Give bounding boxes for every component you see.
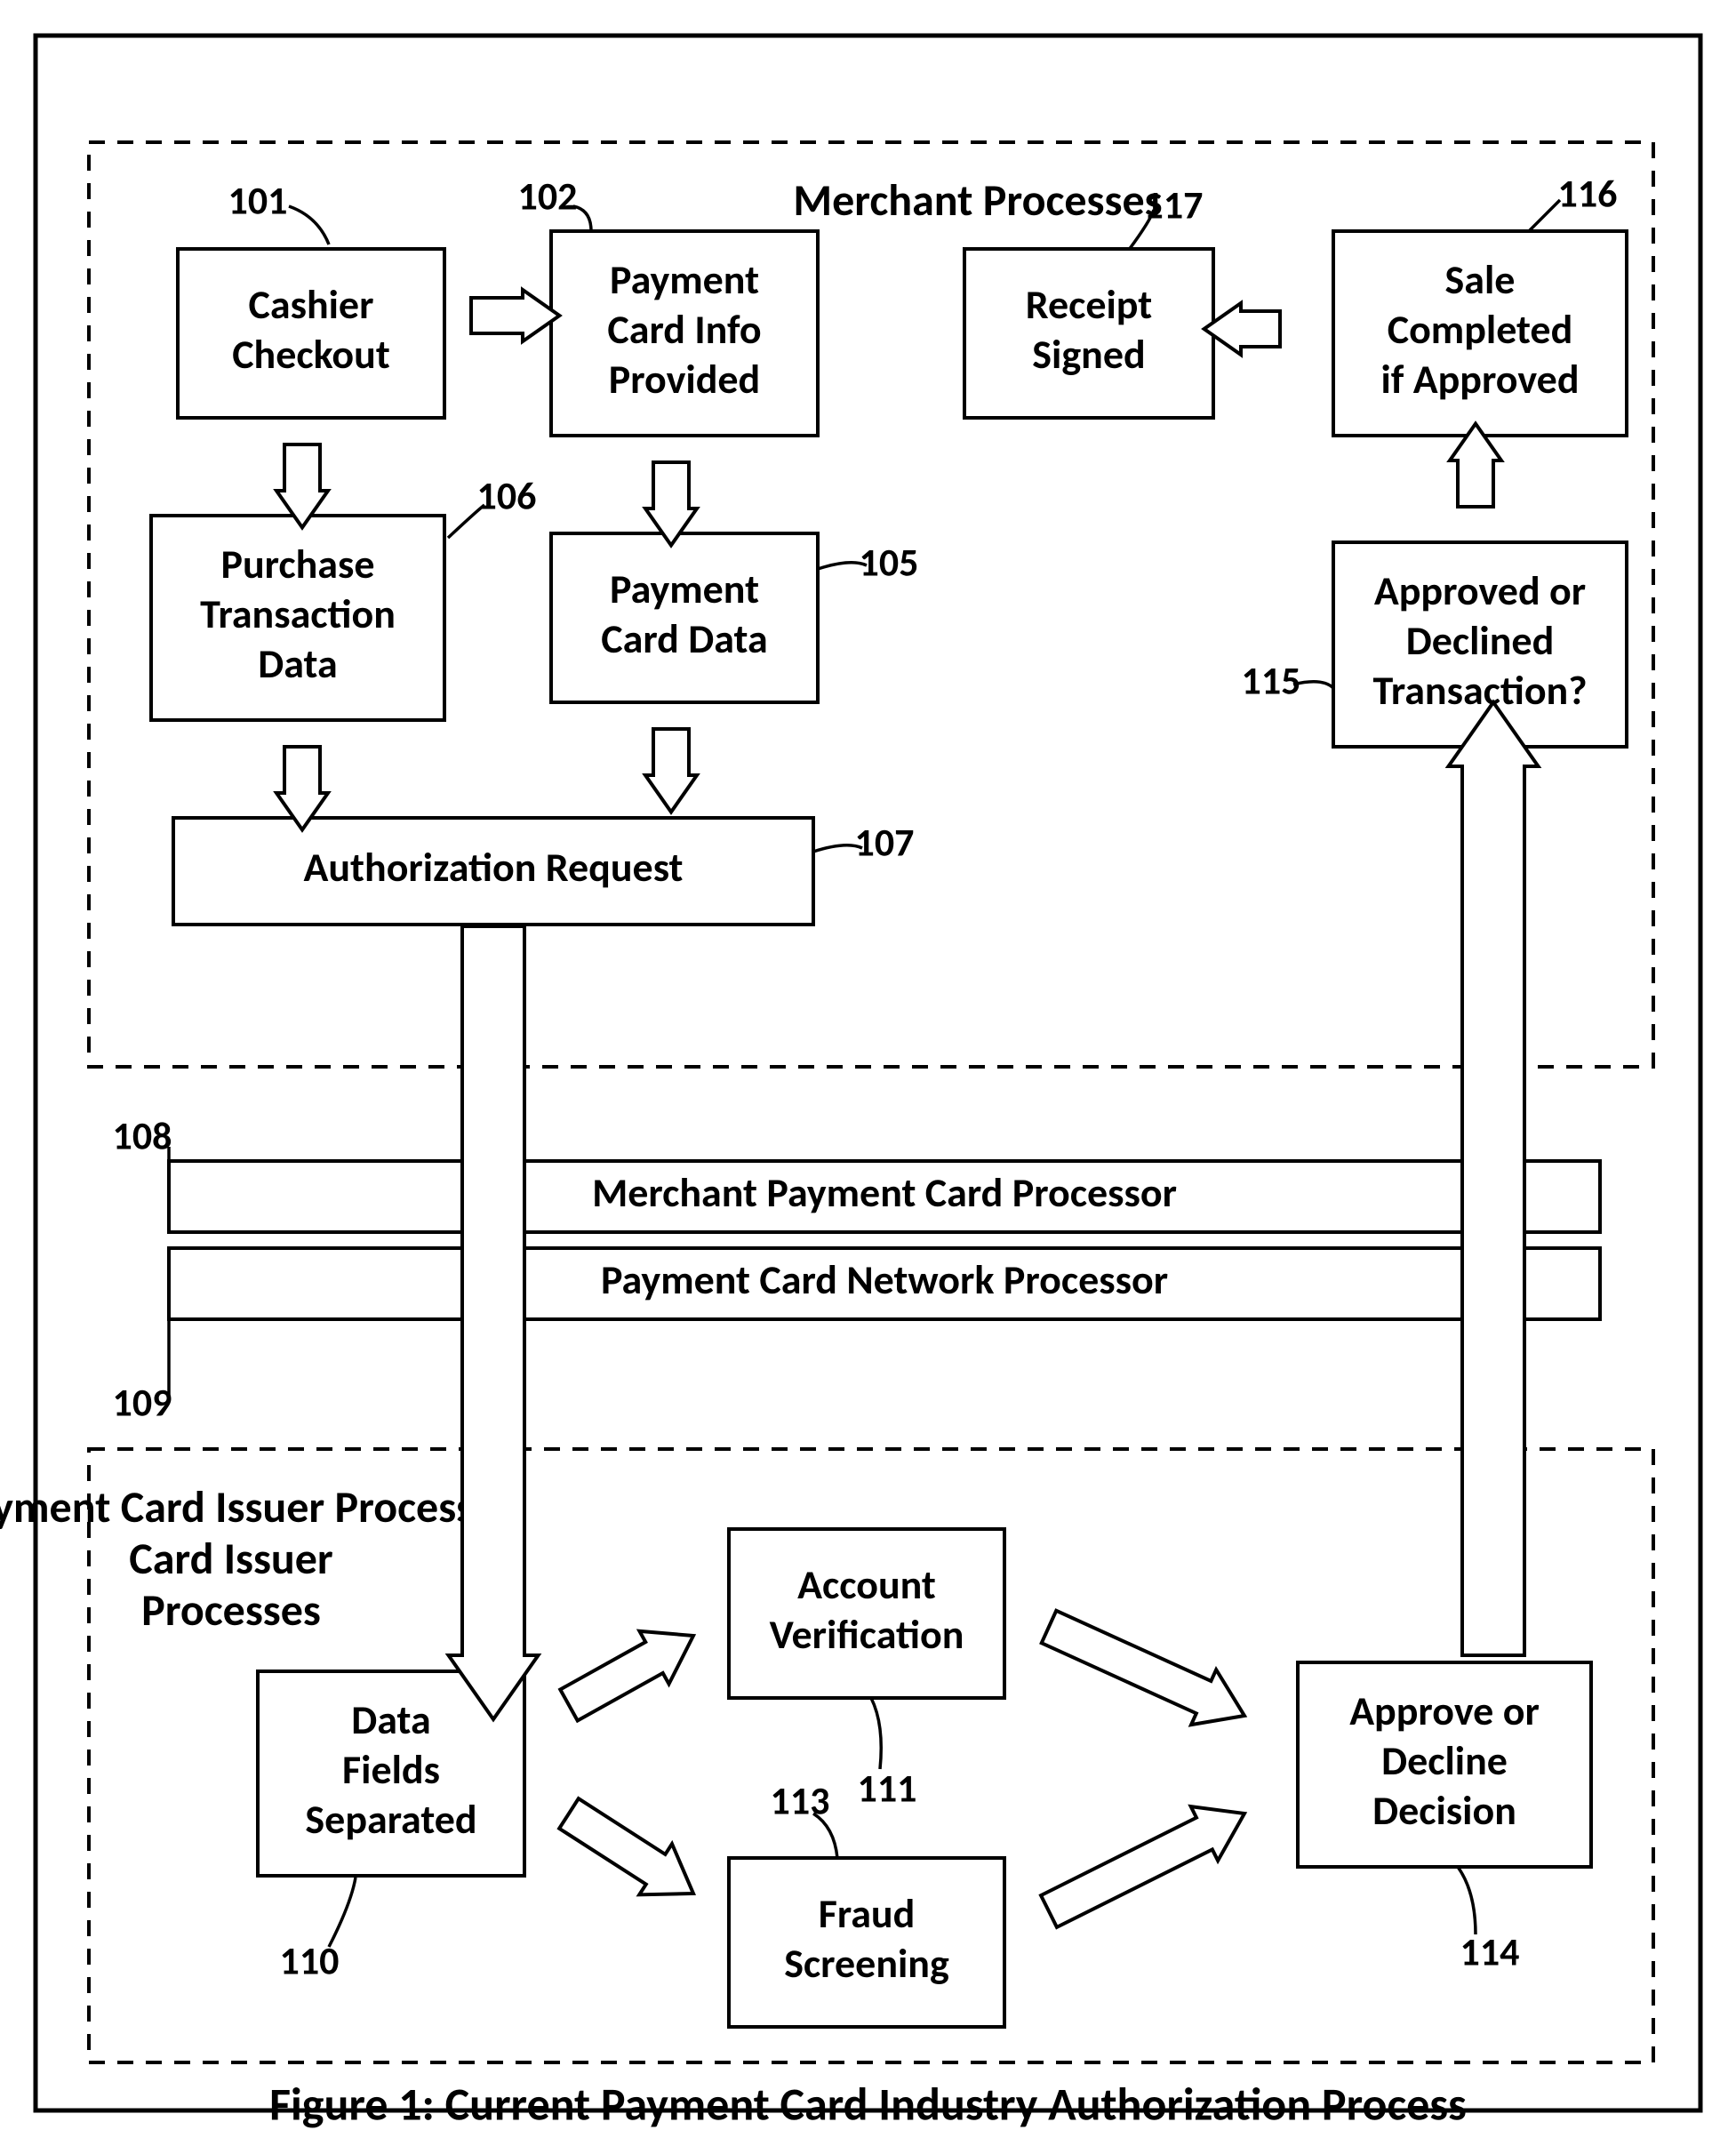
data_fields-label: Data bbox=[351, 1695, 430, 1745]
svg-text:109: 109 bbox=[113, 1379, 172, 1427]
svg-text:108: 108 bbox=[113, 1112, 172, 1160]
card_data-label: Payment bbox=[610, 565, 759, 614]
auth_request-ref: 107 bbox=[855, 819, 915, 867]
svg-text:Payment Card Network Processor: Payment Card Network Processor bbox=[601, 1255, 1168, 1305]
sale_completed-label: Sale bbox=[1445, 255, 1516, 305]
cashier-label: Cashier bbox=[249, 280, 374, 330]
fraud-label: Fraud bbox=[819, 1889, 916, 1939]
svg-text:Merchant Payment Card Processo: Merchant Payment Card Processor bbox=[592, 1168, 1177, 1218]
svg-text:Verification: Verification bbox=[770, 1610, 964, 1660]
svg-text:Transaction?: Transaction? bbox=[1372, 666, 1587, 716]
svg-text:Data: Data bbox=[258, 639, 337, 689]
cashier-ref: 101 bbox=[228, 177, 288, 225]
sale_completed-ref: 116 bbox=[1558, 170, 1618, 218]
card_data-ref: 105 bbox=[860, 539, 919, 587]
svg-text:Card Info: Card Info bbox=[607, 305, 761, 355]
card_info-ref: 102 bbox=[518, 172, 578, 220]
account_verif-label: Account bbox=[797, 1560, 936, 1610]
account_verif-ref: 111 bbox=[858, 1765, 917, 1813]
purchase_data-label: Purchase bbox=[220, 540, 374, 589]
issuer-processes-title: Payment Card Issuer Processes bbox=[0, 1480, 514, 1534]
merchant-processes-title: Merchant Processes bbox=[793, 173, 1162, 228]
svg-text:Signed: Signed bbox=[1032, 330, 1145, 380]
svg-text:Decline: Decline bbox=[1381, 1736, 1508, 1786]
svg-text:if Approved: if Approved bbox=[1380, 355, 1579, 404]
svg-text:Checkout: Checkout bbox=[232, 330, 390, 380]
approve_decision-ref: 114 bbox=[1460, 1928, 1520, 1976]
approved_declined-label: Approved or bbox=[1374, 566, 1586, 616]
purchase_data-ref: 106 bbox=[477, 472, 537, 520]
receipt-ref: 117 bbox=[1144, 181, 1204, 229]
svg-text:Card Data: Card Data bbox=[601, 614, 767, 664]
svg-text:Decision: Decision bbox=[1372, 1786, 1516, 1836]
svg-text:Provided: Provided bbox=[609, 355, 760, 404]
receipt-label: Receipt bbox=[1026, 280, 1153, 330]
svg-text:Separated: Separated bbox=[305, 1795, 476, 1845]
svg-text:Transaction: Transaction bbox=[200, 589, 396, 639]
card_info-label: Payment bbox=[610, 255, 759, 305]
approved_declined-ref: 115 bbox=[1242, 657, 1301, 705]
svg-text:Card Issuer: Card Issuer bbox=[129, 1532, 333, 1586]
svg-text:Completed: Completed bbox=[1388, 305, 1573, 355]
approve_decision-label: Approve or bbox=[1349, 1686, 1540, 1736]
figure-title: Figure 1: Current Payment Card Industry … bbox=[269, 2076, 1467, 2133]
auth_request-label: Authorization Request bbox=[304, 843, 684, 893]
svg-text:Processes: Processes bbox=[141, 1583, 321, 1638]
svg-text:Fields: Fields bbox=[342, 1745, 440, 1795]
svg-text:Declined: Declined bbox=[1406, 616, 1555, 666]
svg-text:Screening: Screening bbox=[784, 1939, 949, 1989]
